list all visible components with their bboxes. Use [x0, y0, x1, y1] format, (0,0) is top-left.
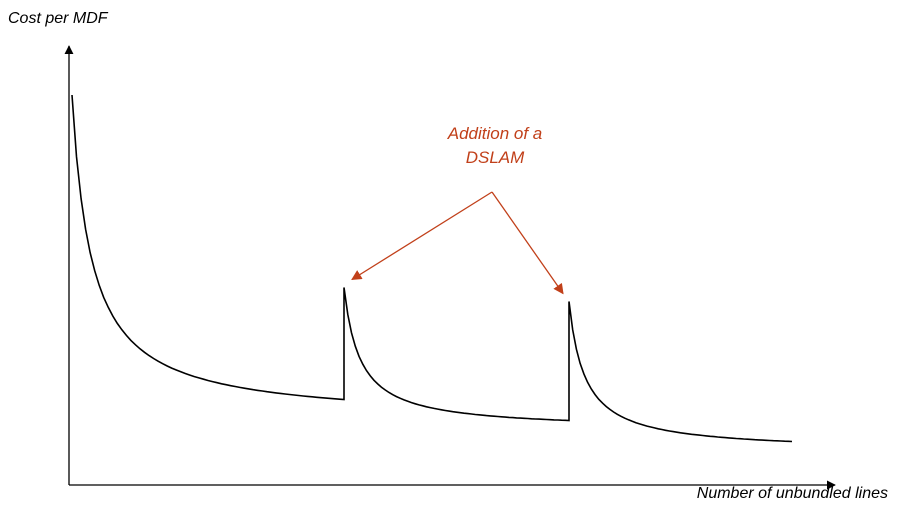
x-axis-label: Number of unbundled lines — [696, 485, 888, 502]
cost-curve — [71, 94, 793, 443]
annotation-line-2: DSLAM — [465, 148, 525, 167]
annotation-text: Addition of a DSLAM — [395, 122, 595, 170]
annotation-arrow-2 — [491, 191, 564, 295]
y-axis-label: Cost per MDF — [8, 10, 108, 27]
series-layer — [71, 94, 793, 443]
annotation-line-1: Addition of a — [447, 124, 543, 143]
annotation-arrow-1 — [351, 191, 493, 281]
annotation-arrows — [351, 191, 564, 295]
